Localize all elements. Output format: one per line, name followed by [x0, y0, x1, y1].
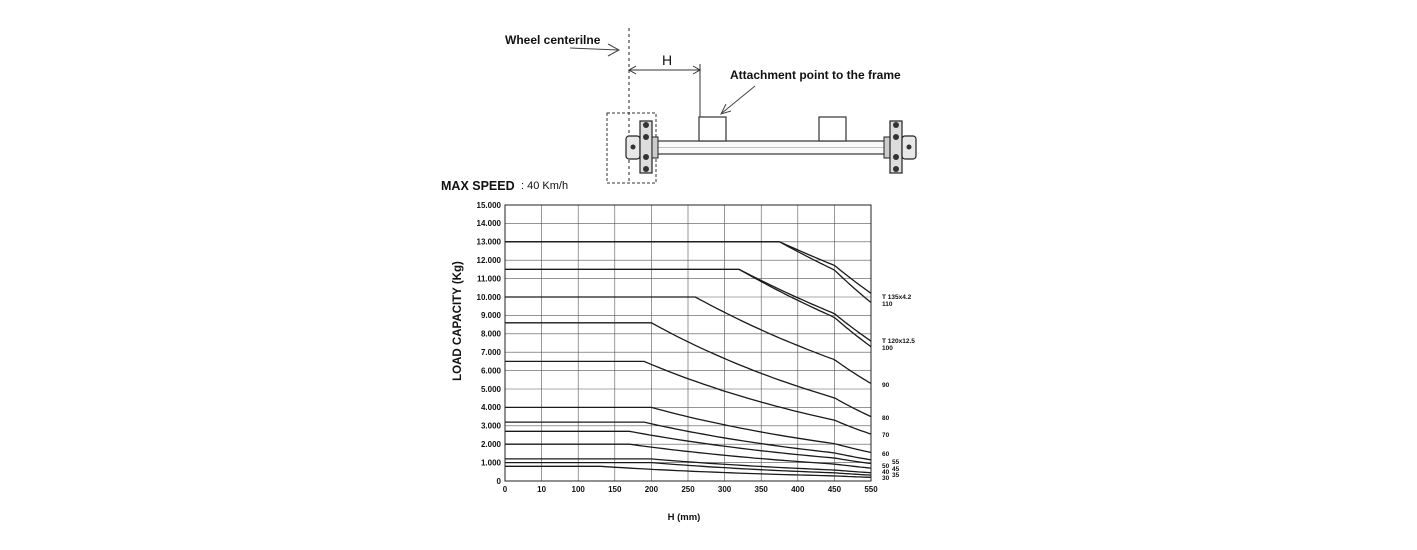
series-label: 45 — [892, 466, 900, 473]
wheel-centerline-label: Wheel centerilne — [505, 33, 601, 47]
series-line — [505, 241, 872, 304]
y-tick-label: 2.000 — [481, 440, 502, 449]
series-line — [505, 241, 872, 294]
y-tick-label: 10.000 — [477, 293, 502, 302]
h-dimension-label: H — [662, 52, 672, 68]
series-label: 35 — [892, 472, 900, 479]
series-label: 80 — [882, 415, 890, 422]
chart-series — [505, 241, 872, 478]
axle-diagram: Wheel centerilne H Attachment point to t… — [505, 28, 917, 184]
series-label: 60 — [882, 451, 890, 458]
x-tick-label: 100 — [572, 485, 586, 494]
series-label: 90 — [882, 382, 890, 389]
series-line — [505, 430, 872, 465]
series-line — [505, 465, 872, 478]
max-speed-value: : 40 Km/h — [521, 180, 568, 192]
y-tick-label: 8.000 — [481, 330, 502, 339]
series-line — [505, 406, 872, 454]
x-tick-label: 200 — [645, 485, 659, 494]
y-tick-label: 9.000 — [481, 311, 502, 320]
y-tick-label: 7.000 — [481, 348, 502, 357]
max-speed-label: MAX SPEED — [441, 179, 515, 193]
series-label: 70 — [882, 432, 890, 439]
x-tick-label: 550 — [864, 485, 878, 494]
x-tick-label: 300 — [718, 485, 732, 494]
series-label: 110 — [882, 301, 893, 308]
attachment-point-label: Attachment point to the frame — [730, 68, 901, 82]
series-line — [505, 268, 872, 348]
plot-frame — [504, 204, 872, 482]
series-label: 30 — [882, 475, 890, 482]
x-axis-title: H (mm) — [668, 512, 701, 523]
h-dimension — [627, 64, 702, 117]
series-label: 100 — [882, 345, 893, 352]
y-tick-label: 12.000 — [477, 256, 502, 265]
attachment-arrow — [720, 85, 756, 115]
x-tick-label: 0 — [503, 485, 508, 494]
y-tick-label: 15.000 — [477, 201, 502, 210]
x-tick-label: 350 — [755, 485, 769, 494]
left-hub — [625, 120, 659, 174]
load-capacity-chart: 0 1.000 2.000 3.000 4.000 5.000 6.000 7.000 8.00… — [452, 201, 915, 523]
y-tick-label: 0 — [497, 477, 502, 486]
x-tick-label: 450 — [828, 485, 842, 494]
series-line — [505, 322, 872, 418]
y-axis-title: LOAD CAPACITY (Kg) — [452, 261, 464, 381]
x-tick-label: 400 — [791, 485, 805, 494]
series-label: 55 — [892, 459, 900, 466]
right-hub — [883, 120, 917, 174]
y-tick-label: 5.000 — [481, 385, 502, 394]
x-tick-label: 250 — [681, 485, 695, 494]
y-tick-label: 13.000 — [477, 238, 502, 247]
y-tick-labels: 0 1.000 2.000 3.000 4.000 5.000 6.000 7.000 8.00… — [477, 201, 502, 486]
series-line — [505, 296, 872, 385]
x-tick-labels: 0 10 100 150 200 250 300 350 400 450 550 — [503, 485, 878, 494]
x-tick-label: 10 — [537, 485, 546, 494]
attachment-bracket-right — [818, 116, 847, 142]
wheel-centerline-arrow — [569, 43, 621, 57]
series-line — [505, 458, 872, 474]
y-tick-label: 14.000 — [477, 219, 502, 228]
series-line — [505, 421, 872, 461]
series-line — [505, 443, 872, 469]
series-label: 50 — [882, 463, 890, 470]
series-label: T 135x4.2 — [882, 294, 912, 301]
series-line — [505, 268, 872, 342]
series-label: 40 — [882, 469, 890, 476]
chart-grid — [504, 204, 872, 482]
series-line — [505, 360, 872, 435]
y-tick-label: 3.000 — [481, 422, 502, 431]
series-line — [505, 461, 872, 476]
attachment-bracket-left — [698, 116, 727, 142]
series-label: T 120x12.5 — [882, 338, 915, 345]
y-tick-label: 6.000 — [481, 366, 502, 375]
x-tick-label: 150 — [608, 485, 622, 494]
y-tick-label: 1.000 — [481, 458, 502, 467]
wheel-envelope — [606, 112, 657, 184]
y-tick-label: 11.000 — [477, 274, 502, 283]
y-tick-label: 4.000 — [481, 403, 502, 412]
